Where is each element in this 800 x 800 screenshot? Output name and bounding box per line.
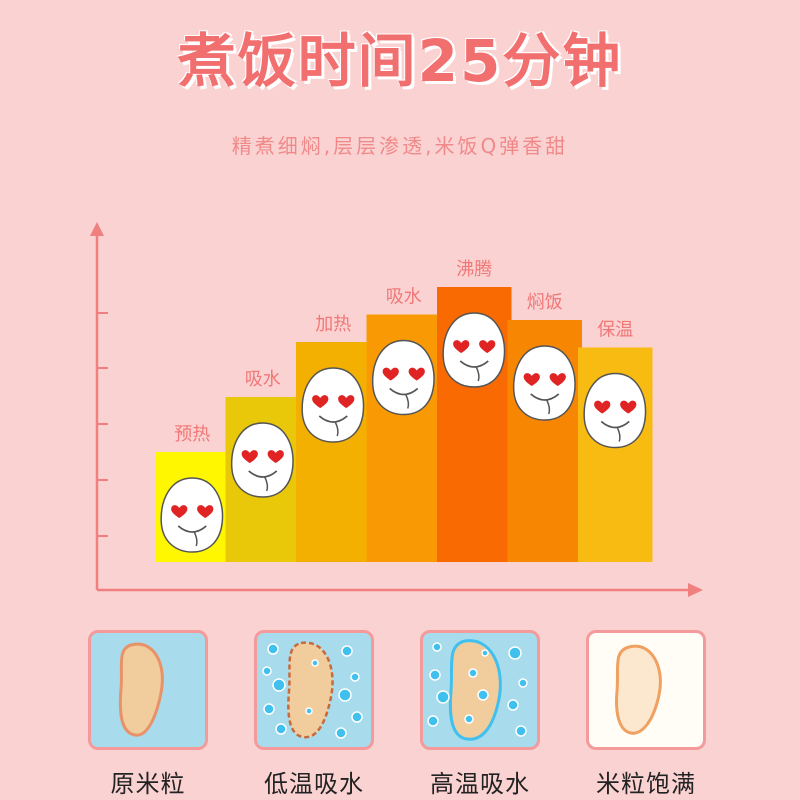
bar-label-7: 保温 <box>597 320 633 341</box>
page-subtitle: 精煮细焖,层层渗透,米饭Q弹香甜 <box>231 134 569 158</box>
stage-label: 低温吸水 <box>264 770 364 798</box>
rice-mascot-icon <box>160 477 224 553</box>
x-axis-arrow <box>688 583 703 597</box>
rice-mascot-icon <box>230 422 294 498</box>
stage-low-temp-image <box>254 630 374 750</box>
page-title: 煮饭时间25分钟 <box>177 27 623 95</box>
stage-high-temp: 高温吸水 <box>420 630 540 799</box>
stage-raw: 原米粒 <box>88 630 208 799</box>
stage-label: 原米粒 <box>110 770 186 798</box>
bar-label-1: 预热 <box>174 424 210 445</box>
rice-stage-panels: 原米粒 低温吸水 <box>0 630 800 800</box>
rice-mascot-icon <box>371 339 435 416</box>
water-bubble-icon <box>262 643 363 739</box>
bar-label-4: 吸水 <box>386 287 422 308</box>
rice-mascot-icon <box>442 312 506 388</box>
stage-full-image <box>586 630 706 750</box>
bar-label-2: 吸水 <box>245 369 281 390</box>
stage-low-temp: 低温吸水 <box>254 630 374 799</box>
rice-grain-icon <box>287 641 334 739</box>
rice-mascot-icon <box>512 345 576 421</box>
rice-grain-icon <box>615 644 662 735</box>
stage-high-temp-image <box>420 630 540 750</box>
bar-label-6: 焖饭 <box>527 292 563 313</box>
bar-label-3: 加热 <box>315 314 351 335</box>
stage-full: 米粒饱满 <box>586 630 706 799</box>
stage-label: 高温吸水 <box>430 770 530 798</box>
rice-grain-icon <box>448 639 502 741</box>
rice-grain-icon <box>118 642 164 737</box>
rice-mascot-icon <box>583 372 647 449</box>
bar-label-5: 沸腾 <box>456 259 492 280</box>
y-axis-arrow <box>90 222 104 236</box>
stage-raw-image <box>88 630 208 750</box>
axes-layer <box>90 222 703 597</box>
water-bubble-icon <box>427 642 528 737</box>
rice-mascot-icon <box>301 367 365 443</box>
stage-label: 米粒饱满 <box>596 770 696 798</box>
